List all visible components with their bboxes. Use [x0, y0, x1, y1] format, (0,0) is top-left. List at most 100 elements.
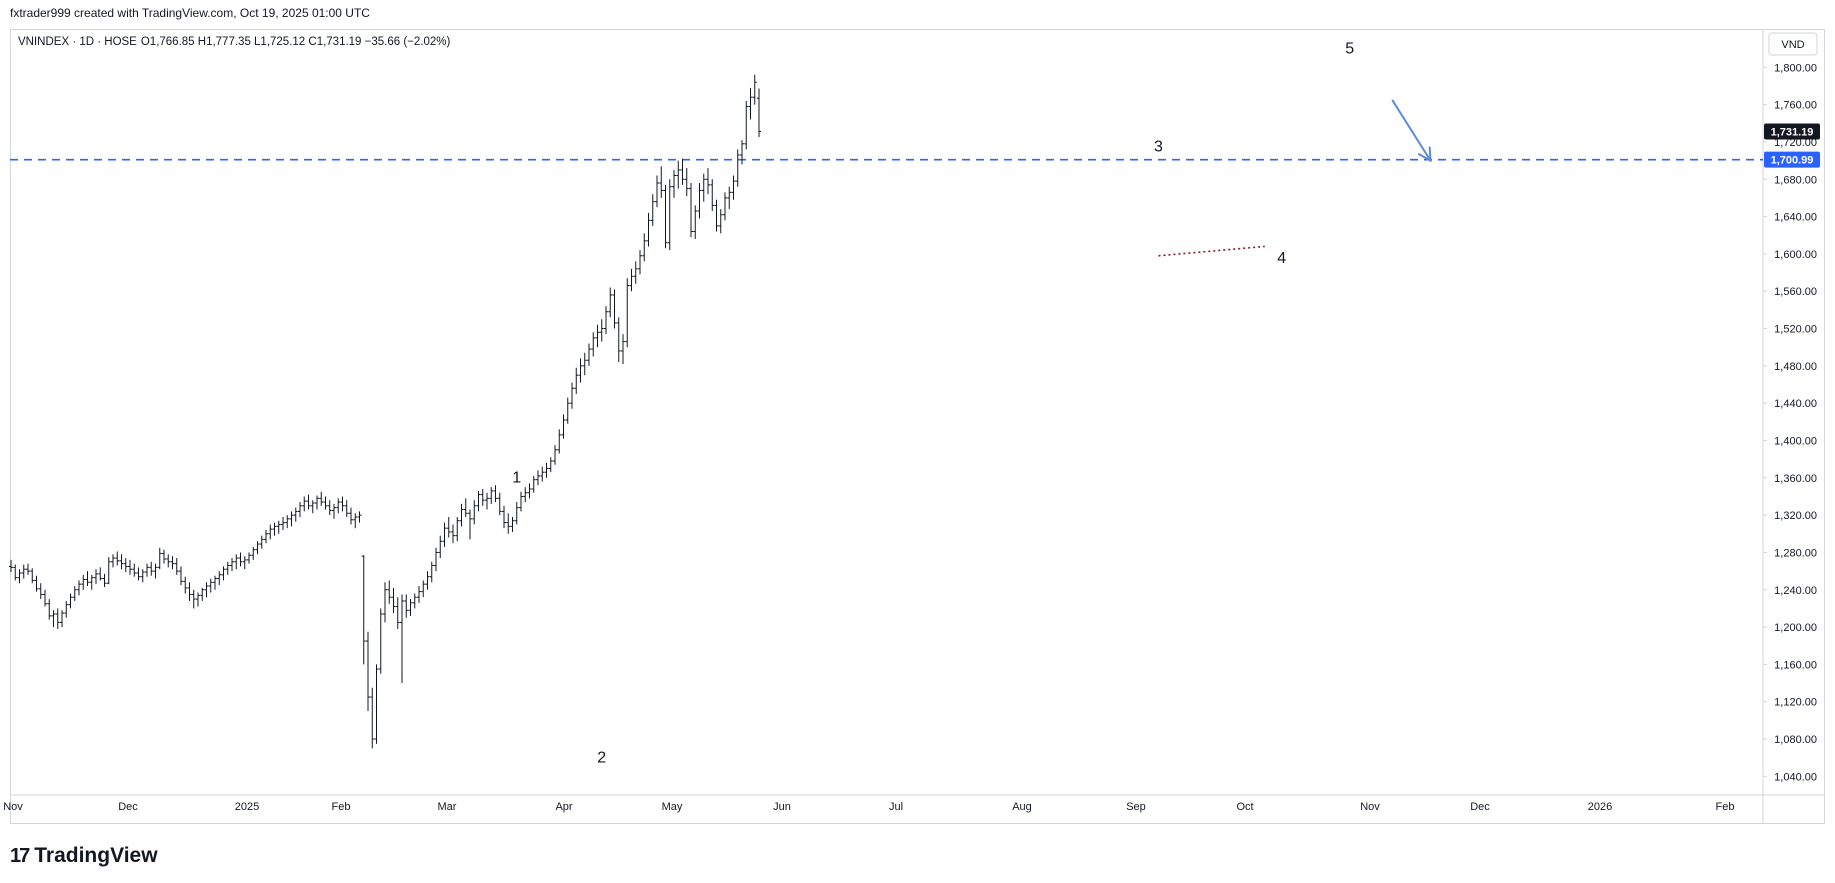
- x-tick-label: Nov: [1360, 801, 1380, 813]
- ohlc-bar: [672, 169, 676, 198]
- ohlc-bar: [455, 516, 460, 542]
- ohlc-bar: [706, 168, 710, 195]
- ohlc-bar: [293, 507, 298, 522]
- ohlc-bar: [217, 571, 222, 586]
- ohlc-bar: [506, 513, 511, 534]
- wave-label[interactable]: 3: [1154, 138, 1163, 155]
- ohlc-bar: [98, 567, 103, 581]
- wave4-support-line[interactable]: [1158, 245, 1265, 257]
- ohlc-bar: [259, 535, 264, 549]
- ohlc-bar: [400, 594, 404, 684]
- currency-box[interactable]: [1768, 32, 1818, 56]
- x-tick-label: Feb: [332, 801, 351, 813]
- x-tick-label: Jun: [773, 801, 791, 813]
- y-tick-label: 1,280.00: [1774, 547, 1817, 559]
- brand-name: TradingView: [34, 844, 158, 867]
- ohlc-bar: [132, 563, 137, 577]
- ohlc-bar: [727, 186, 732, 210]
- ohlc-bar: [731, 175, 736, 200]
- ohlc-bar: [536, 470, 540, 486]
- ohlc-bar: [162, 549, 166, 564]
- ohlc-bar: [370, 687, 375, 749]
- ohlc-bar: [149, 561, 154, 576]
- ohlc-bar: [170, 556, 175, 570]
- ohlc-bar: [349, 507, 353, 525]
- ohlc-bar: [391, 587, 396, 614]
- currency-label: VND: [1781, 39, 1804, 51]
- ohlc-bar: [748, 87, 753, 120]
- ohlc-bar: [417, 586, 421, 603]
- ohlc-bar: [21, 564, 26, 579]
- ohlc-bar: [123, 558, 128, 573]
- ohlc-bar: [531, 475, 536, 493]
- ohlc-bar: [361, 555, 366, 665]
- symbol-ohlc: O1,766.85 H1,777.35 L1,725.12 C1,731.19 …: [140, 36, 451, 48]
- y-tick-label: 1,720.00: [1774, 137, 1817, 149]
- ohlc-bar: [642, 233, 647, 262]
- projection-arrow[interactable]: [1391, 99, 1432, 162]
- ohlc-bar: [561, 414, 566, 439]
- ohlc-bar: [434, 547, 438, 572]
- x-tick-label: 2025: [235, 801, 259, 813]
- ohlc-bar: [344, 500, 349, 517]
- arrow-head-icon: [1417, 146, 1432, 163]
- ohlc-bar: [102, 573, 107, 587]
- ohlc-bar: [383, 582, 387, 623]
- ohlc-bar: [740, 140, 744, 165]
- symbol-name[interactable]: VNINDEX · 1D · HOSE: [18, 36, 137, 48]
- ohlc-bar: [55, 608, 60, 629]
- ohlc-bar: [51, 610, 56, 628]
- ohlc-bar: [757, 88, 761, 138]
- ohlc-bar: [183, 576, 188, 594]
- ohlc-bar: [315, 495, 319, 510]
- ohlc-bar: [553, 445, 557, 465]
- ohlc-bar: [463, 498, 468, 517]
- x-tick-label: Oct: [1236, 801, 1253, 813]
- wave-label[interactable]: 4: [1277, 250, 1286, 267]
- ohlc-bar: [663, 184, 668, 249]
- ohlc-bar: [43, 589, 47, 607]
- ohlc-bar: [578, 358, 583, 383]
- wave-label[interactable]: 1: [512, 469, 521, 486]
- ohlc-bar: [574, 367, 579, 394]
- ohlc-bar: [85, 571, 90, 587]
- wave-label[interactable]: 5: [1345, 40, 1354, 57]
- ohlc-bar: [595, 324, 600, 348]
- ohlc-bar: [502, 505, 506, 529]
- ohlc-bar: [34, 575, 39, 592]
- ohlc-bar: [493, 485, 498, 503]
- ohlc-bar: [357, 511, 362, 523]
- tradingview-logo[interactable]: 17 TradingView: [10, 844, 158, 868]
- ohlc-bar: [676, 160, 681, 189]
- ohlc-bar: [693, 205, 698, 239]
- ohlc-bar: [140, 569, 145, 583]
- ohlc-bar: [374, 664, 379, 744]
- ohlc-bar: [264, 530, 268, 544]
- chart-frame[interactable]: [10, 29, 1825, 824]
- wave-label[interactable]: 2: [597, 749, 606, 766]
- ohlc-bar: [544, 462, 549, 478]
- ohlc-bar: [395, 597, 400, 629]
- ohlc-bar: [604, 306, 608, 335]
- ohlc-bar: [319, 491, 324, 506]
- ohlc-bar: [225, 561, 230, 575]
- x-tick-label: Apr: [555, 801, 572, 813]
- ohlc-bar: [425, 571, 430, 590]
- ohlc-bar: [285, 515, 290, 529]
- ohlc-bar: [208, 578, 213, 593]
- ohlc-bar: [608, 287, 613, 318]
- y-tick-label: 1,320.00: [1774, 510, 1817, 522]
- ohlc-bar: [281, 516, 285, 531]
- ohlc-bar: [221, 566, 226, 581]
- ohlc-bar: [191, 589, 196, 609]
- ohlc-bar: [157, 547, 162, 570]
- ohlc-bar: [166, 554, 171, 568]
- ohlc-bar: [680, 158, 685, 185]
- ohlc-bar: [298, 502, 302, 517]
- x-tick-label: Dec: [1470, 801, 1490, 813]
- ohlc-bar: [77, 580, 81, 596]
- ohlc-bar: [684, 168, 689, 197]
- ohlc-bar: [421, 580, 426, 598]
- y-tick-label: 1,520.00: [1774, 324, 1817, 336]
